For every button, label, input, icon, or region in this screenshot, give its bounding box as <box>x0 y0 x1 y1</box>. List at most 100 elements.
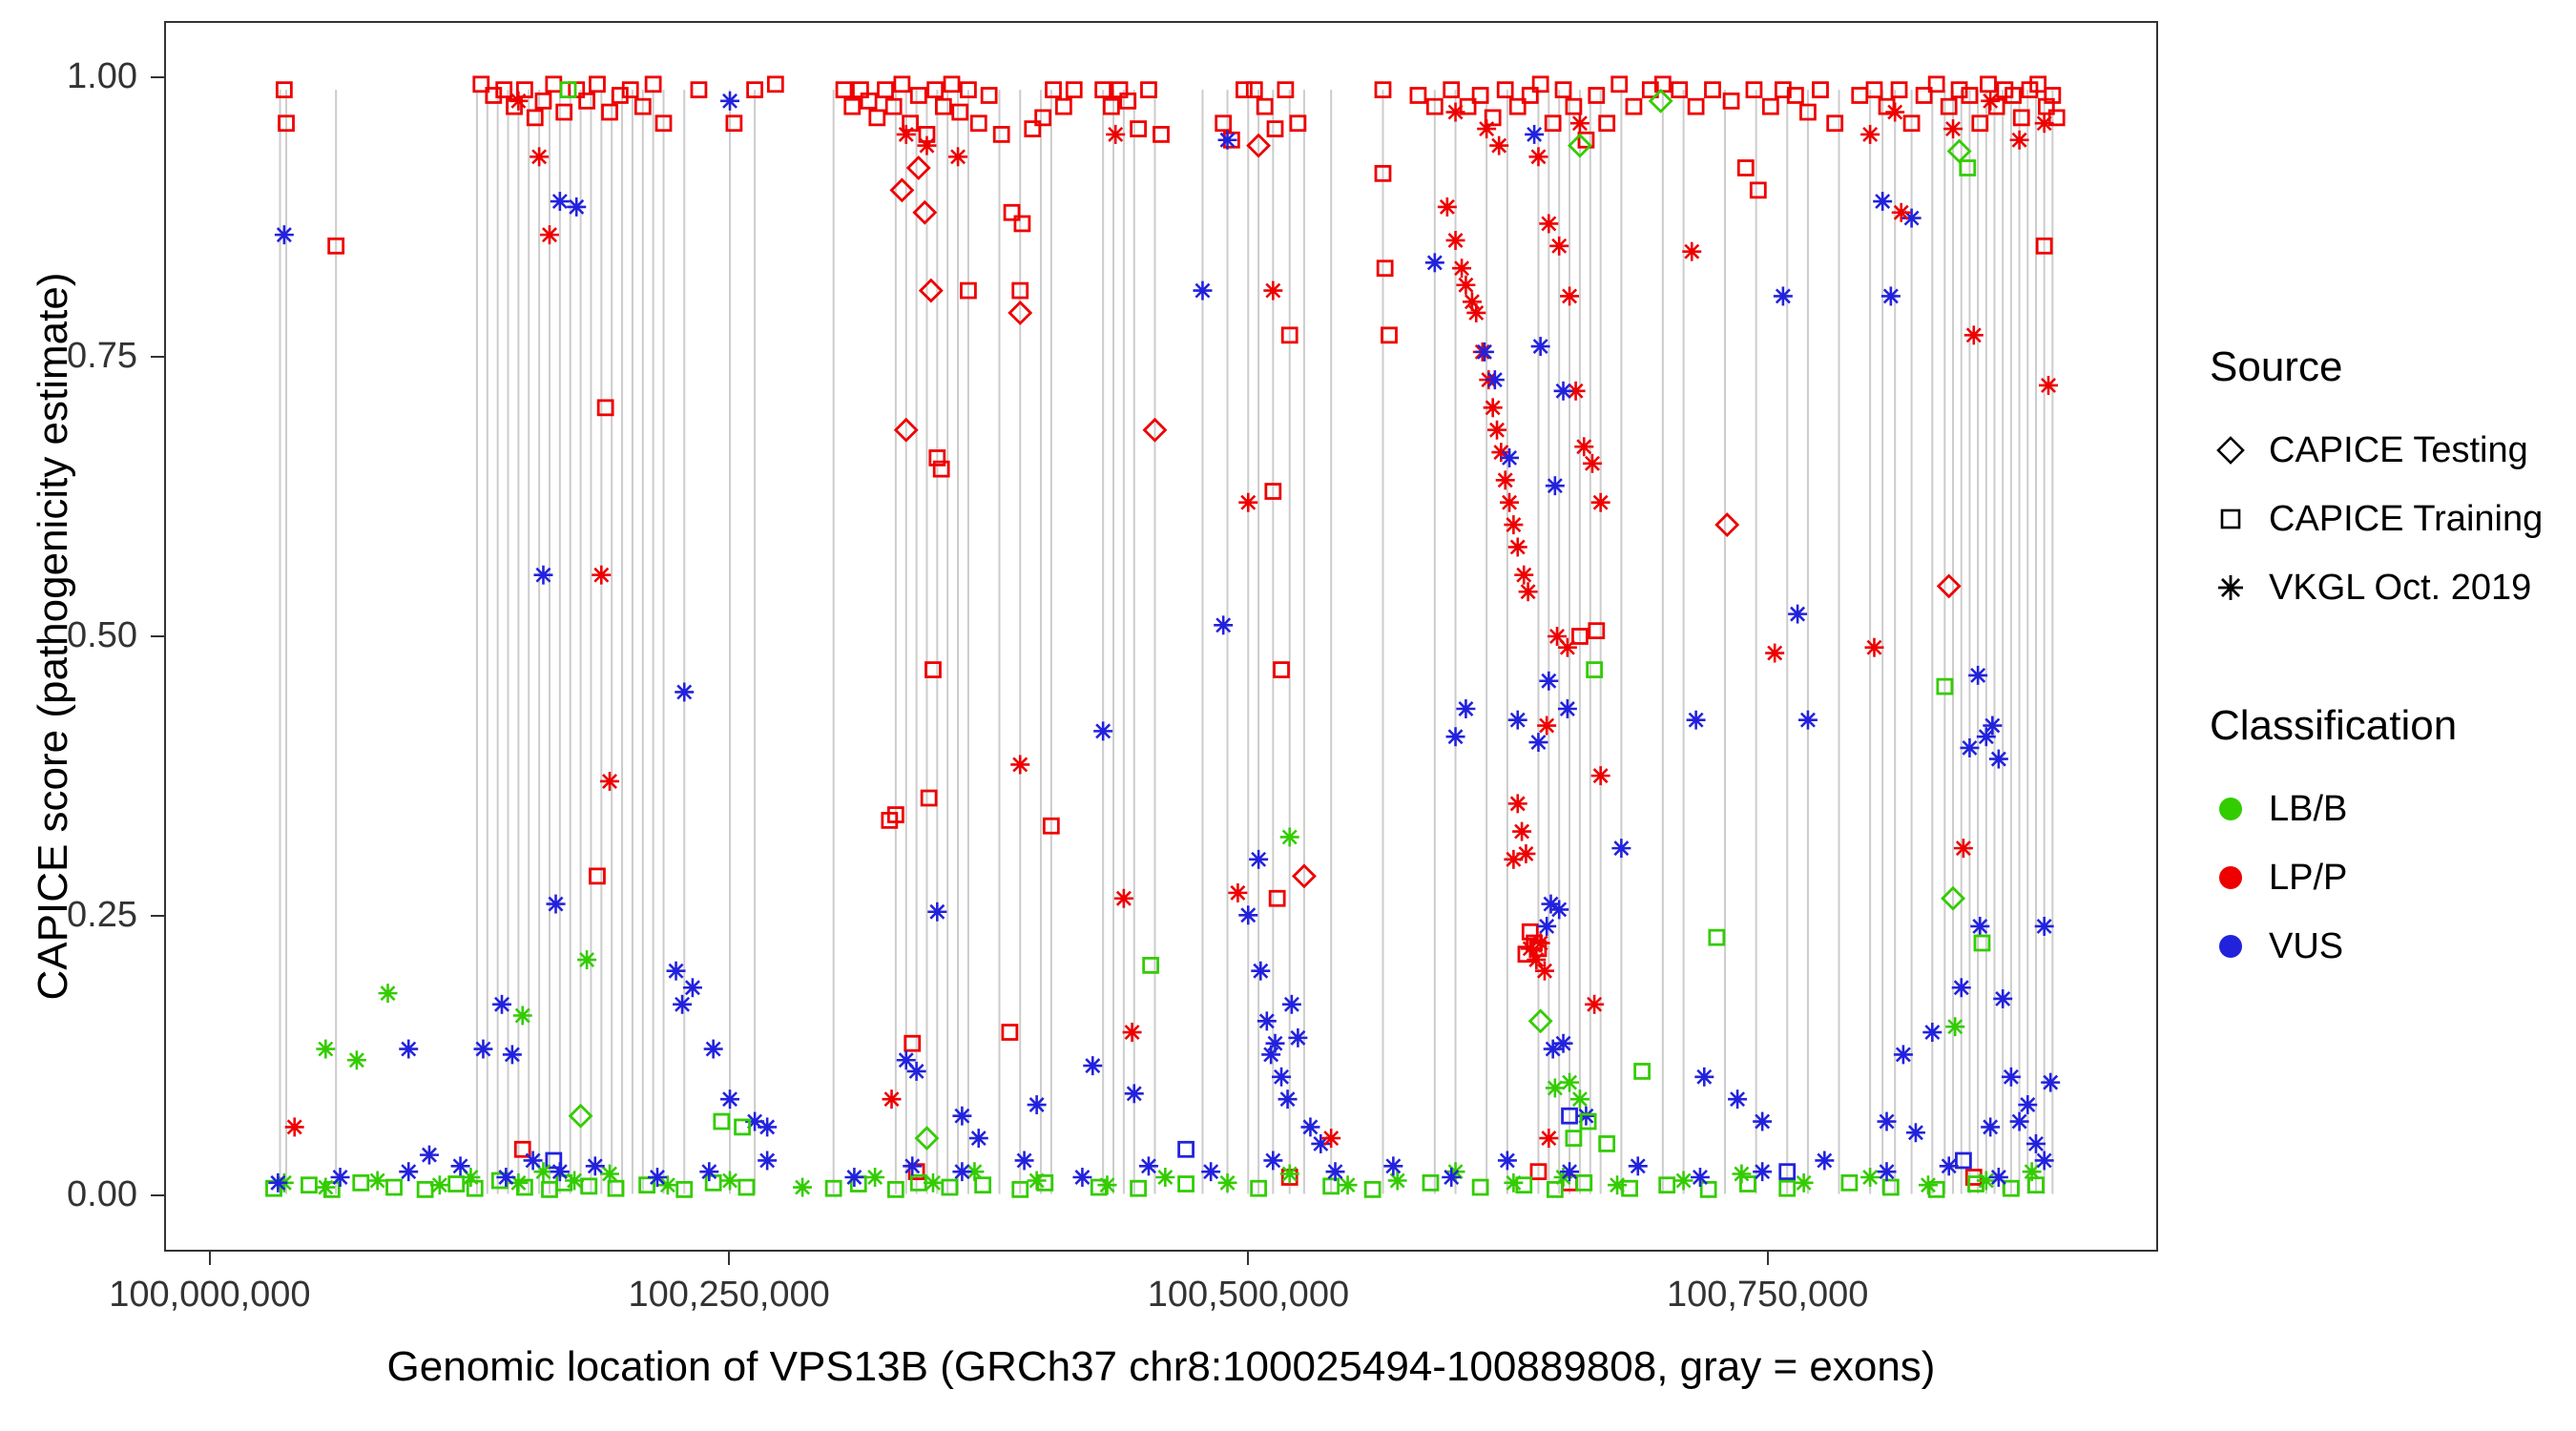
point-asterisk <box>429 1175 449 1195</box>
point-asterisk <box>1815 1151 1835 1171</box>
point-asterisk <box>1753 1162 1773 1182</box>
point-asterisk <box>1495 470 1515 490</box>
point-square <box>1496 81 1514 99</box>
point-square <box>1034 109 1052 127</box>
point-diamond <box>893 417 919 443</box>
point-asterisk <box>1590 766 1610 786</box>
point-square <box>1065 81 1083 99</box>
point-square <box>1471 1178 1489 1196</box>
point-asterisk <box>1193 280 1213 301</box>
point-square <box>1745 81 1763 99</box>
point-square <box>1778 1179 1797 1197</box>
plot-panel <box>164 21 2158 1252</box>
point-asterisk <box>1860 124 1880 144</box>
point-square <box>1245 81 1263 99</box>
point-asterisk <box>585 1156 605 1176</box>
y-tick-mark <box>151 75 164 78</box>
point-diamond <box>905 156 931 180</box>
point-asterisk <box>473 1039 493 1059</box>
point-square <box>1250 1179 1268 1197</box>
point-square <box>893 75 911 93</box>
point-square <box>1980 75 1997 93</box>
point-square <box>1577 131 1595 149</box>
point-diamond <box>1714 512 1740 538</box>
point-diamond <box>1936 573 1962 599</box>
point-square <box>1749 181 1767 199</box>
point-asterisk <box>1214 615 1234 635</box>
point-square <box>2044 87 2062 104</box>
point-square <box>275 81 293 99</box>
point-square <box>634 97 652 115</box>
point-diamond <box>889 177 915 203</box>
point-asterisk <box>1918 1175 1938 1195</box>
point-square <box>1598 1135 1616 1152</box>
point-asterisk <box>1773 286 1793 306</box>
point-square <box>992 126 1010 143</box>
point-asterisk <box>450 1156 470 1176</box>
point-diamond <box>912 199 938 225</box>
point-square <box>545 75 563 93</box>
point-asterisk <box>1027 1171 1047 1191</box>
point-square <box>580 1177 598 1195</box>
point-square <box>1289 114 1307 133</box>
point-square <box>1950 81 1968 99</box>
point-square <box>1425 97 1444 115</box>
point-asterisk <box>1530 337 1550 357</box>
point-asterisk <box>703 1039 723 1059</box>
point-square <box>886 806 904 823</box>
point-asterisk <box>1993 988 2013 1008</box>
point-asterisk <box>1504 849 1524 869</box>
legend-item-vus: VUS <box>2210 912 2543 981</box>
legend-classification-title: Classification <box>2210 702 2458 749</box>
point-asterisk <box>1553 381 1573 401</box>
point-asterisk <box>1489 135 1509 156</box>
point-asterisk <box>1217 130 1237 150</box>
x-tick-label: 100,250,000 <box>628 1275 830 1315</box>
point-square <box>868 109 886 127</box>
point-asterisk <box>1217 1172 1237 1192</box>
point-asterisk <box>2009 1111 2029 1131</box>
point-asterisk <box>1113 888 1133 908</box>
point-asterisk <box>1027 1095 1047 1114</box>
asterisk-icon <box>2218 575 2243 600</box>
point-asterisk <box>1545 1078 1565 1098</box>
point-asterisk <box>367 1171 387 1191</box>
point-asterisk <box>1497 1151 1517 1171</box>
square-open-icon <box>2220 508 2241 529</box>
point-asterisk <box>316 1177 336 1197</box>
point-square <box>352 1173 370 1192</box>
point-square <box>1722 92 1740 110</box>
point-asterisk <box>1500 492 1520 512</box>
point-asterisk <box>1553 1033 1573 1053</box>
diamond-open-icon <box>2216 436 2245 465</box>
point-asterisk <box>1891 202 1911 222</box>
point-asterisk <box>1387 1171 1407 1191</box>
point-square <box>1001 1024 1019 1041</box>
point-square <box>1936 677 1954 695</box>
point-asterisk <box>844 1168 864 1187</box>
point-square <box>1787 87 1804 104</box>
point-square <box>934 97 952 115</box>
legend: Source CAPICE Testing CAPICE Training <box>2210 343 2543 981</box>
point-square <box>2012 109 2030 127</box>
point-square <box>1119 92 1137 110</box>
point-asterisk <box>2034 1151 2054 1171</box>
point-square <box>1774 81 1792 99</box>
legend-item-lbb: LB/B <box>2210 775 2543 843</box>
point-square <box>1973 934 1991 952</box>
point-asterisk <box>1500 447 1520 467</box>
point-square <box>1565 1130 1583 1147</box>
point-square <box>638 1176 655 1194</box>
point-square <box>824 1179 842 1197</box>
point-asterisk <box>1530 933 1550 953</box>
point-square <box>513 1140 531 1158</box>
point-asterisk <box>1238 492 1258 512</box>
point-asterisk <box>1272 1067 1292 1087</box>
point-asterisk <box>720 1171 740 1191</box>
point-square <box>920 789 938 807</box>
x-tick-label: 100,500,000 <box>1147 1275 1350 1315</box>
point-asterisk <box>1560 1162 1580 1182</box>
point-asterisk <box>1106 124 1126 144</box>
point-square <box>1266 120 1284 137</box>
point-asterisk <box>2022 1162 2042 1182</box>
